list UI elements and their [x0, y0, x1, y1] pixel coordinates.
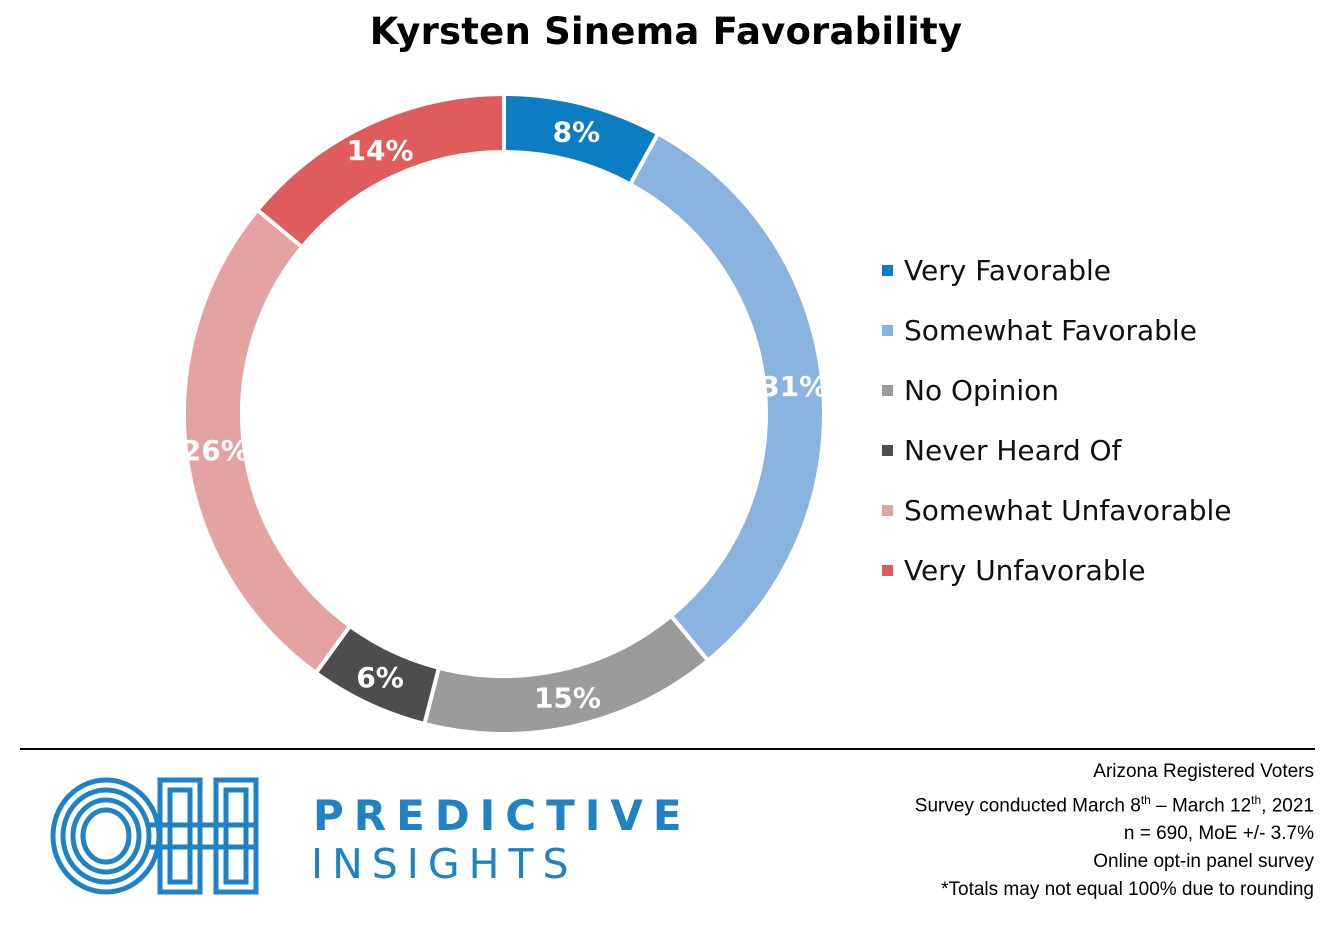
legend-swatch [882, 324, 893, 336]
slice-data-label: 15% [534, 681, 601, 714]
survey-notes: Arizona Registered Voters Survey conduct… [915, 758, 1314, 904]
oh-logo-icon [50, 777, 259, 895]
legend-item: Never Heard Of [882, 420, 1232, 480]
notes-sample: n = 690, MoE +/- 3.7% [1123, 823, 1314, 845]
legend-label: Somewhat Favorable [904, 313, 1197, 347]
legend-label: Somewhat Unfavorable [904, 493, 1232, 527]
legend-item: Somewhat Unfavorable [882, 480, 1232, 540]
footer-divider [20, 748, 1315, 750]
brand-name-line2: INSIGHTS [311, 840, 578, 888]
notes-method: Online opt-in panel survey [1093, 851, 1314, 873]
legend-swatch [882, 384, 893, 396]
legend-label: Never Heard Of [904, 433, 1122, 467]
slice-data-label: 26% [182, 434, 249, 467]
slice-data-label: 8% [553, 116, 601, 149]
legend-swatch [882, 264, 893, 276]
chart-legend: Very Favorable Somewhat Favorable No Opini… [882, 240, 1232, 600]
legend-label: Very Favorable [904, 253, 1112, 287]
legend-item: No Opinion [882, 360, 1232, 420]
legend-swatch [882, 564, 893, 576]
legend-item: Very Unfavorable [882, 540, 1232, 600]
donut-slice-3 [421, 613, 711, 736]
donut-slice-6 [254, 91, 506, 250]
notes-rounding: *Totals may not equal 100% due to roundi… [941, 879, 1314, 901]
slice-data-label: 31% [760, 370, 827, 403]
legend-label: Very Unfavorable [904, 553, 1146, 587]
legend-item: Somewhat Favorable [882, 300, 1232, 360]
chart-title: Kyrsten Sinema Favorability [369, 10, 963, 53]
slice-data-label: 6% [356, 661, 404, 694]
legend-swatch [882, 504, 893, 516]
legend-label: No Opinion [904, 373, 1059, 407]
brand-name-line1: PREDICTIVE [313, 791, 692, 840]
notes-dates: Survey conducted March 8th – March 12th,… [914, 793, 1314, 817]
slice-data-label: 14% [347, 134, 414, 167]
donut-chart: 8% 31% 15% 6% 26% 14% [182, 91, 827, 736]
legend-swatch [882, 444, 893, 456]
notes-population: Arizona Registered Voters [1093, 761, 1314, 782]
legend-item: Very Favorable [882, 240, 1232, 300]
